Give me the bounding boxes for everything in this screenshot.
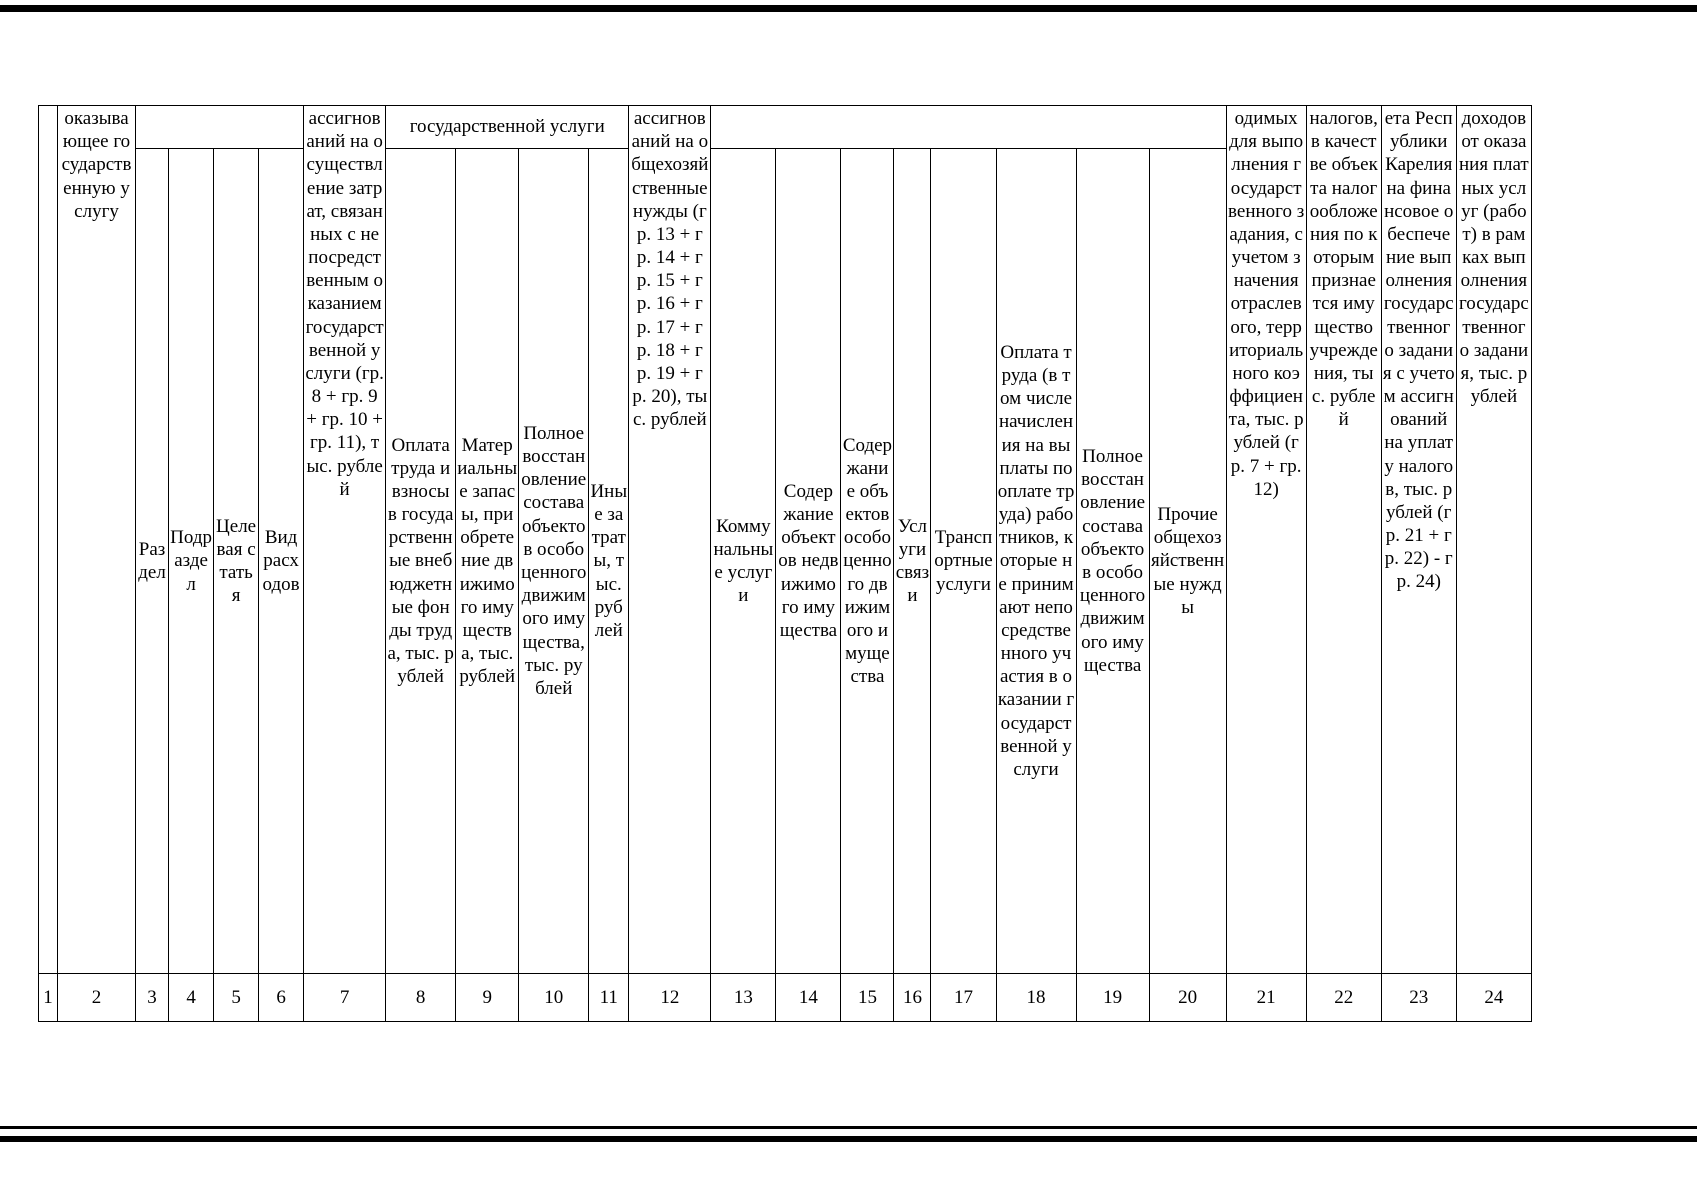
col24-header: доходов от оказания платных услуг (работ… <box>1455 105 1533 974</box>
col7-header: ассигнований на осуществление затрат, св… <box>303 105 387 974</box>
col-number-6: 6 <box>258 973 305 1022</box>
col-number-10: 10 <box>518 973 590 1022</box>
col-number-18: 18 <box>995 973 1077 1022</box>
col-number-12: 12 <box>628 973 712 1022</box>
col6-header: Вид расходов <box>258 148 305 974</box>
col-number-16: 16 <box>893 973 932 1022</box>
col-number-3: 3 <box>135 973 170 1022</box>
group-cols-8-11-label: государственной услуги <box>385 105 630 149</box>
column-header-row: Раздел Подраздел Целевая статья Вид расх… <box>39 148 1532 974</box>
col3-header: Раздел <box>135 148 170 974</box>
col-number-11: 11 <box>588 973 630 1022</box>
col19-header: Полное восстановление состава объектов о… <box>1075 148 1150 974</box>
group-cols-13-20-empty <box>710 105 1227 149</box>
col15-header: Содержание объектов особо ценного движим… <box>840 148 895 974</box>
col22-header: налогов, в качестве объекта налогообложе… <box>1305 105 1382 974</box>
col-number-5: 5 <box>213 973 260 1022</box>
col9-header: Материальные запасы, приобретение движим… <box>455 148 520 974</box>
col1-header-empty <box>38 105 58 974</box>
col10-header: Полное восстановление состава объектов о… <box>518 148 590 974</box>
col-number-19: 19 <box>1075 973 1150 1022</box>
col-number-9: 9 <box>455 973 520 1022</box>
col13-header: Коммунальные услуги <box>710 148 777 974</box>
col2-header: оказывающее государственную услугу <box>56 105 137 974</box>
col-number-17: 17 <box>930 973 997 1022</box>
col-number-13: 13 <box>710 973 777 1022</box>
col-number-22: 22 <box>1305 973 1382 1022</box>
col-number-8: 8 <box>385 973 457 1022</box>
col23-header: ета Республики Карелия на финансовое обе… <box>1380 105 1457 974</box>
col-number-23: 23 <box>1380 973 1457 1022</box>
budget-table-header: оказывающее государственную услугу ассиг… <box>38 105 1533 1022</box>
table-container: оказывающее государственную услугу ассиг… <box>38 105 1533 1022</box>
col21-header: одимых для выполнения государственного з… <box>1225 105 1307 974</box>
col-number-2: 2 <box>56 973 137 1022</box>
col12-header: ассигнований на общехозяйственные нужды … <box>628 105 712 974</box>
col14-header: Содержание объектов недвижимого имуществ… <box>775 148 842 974</box>
group-header-row: оказывающее государственную услугу ассиг… <box>38 105 1533 974</box>
col-number-21: 21 <box>1225 973 1307 1022</box>
col8-header: Оплата труда и взносы в государственные … <box>385 148 457 974</box>
column-number-row: 1 2 3 4 5 6 7 8 9 10 11 12 13 14 15 16 1… <box>38 973 1533 1022</box>
col-number-7: 7 <box>303 973 387 1022</box>
col-number-24: 24 <box>1455 973 1533 1022</box>
col20-header: Прочие общехозяйственные нужды <box>1148 148 1227 974</box>
page-bottom-rule-thick <box>0 1136 1697 1142</box>
col18-header: Оплата труда (в том числе начисления на … <box>995 148 1077 974</box>
col5-header: Целевая статья <box>213 148 260 974</box>
col-number-20: 20 <box>1148 973 1227 1022</box>
page-bottom-rule-thin <box>0 1126 1697 1129</box>
col11-header: Иные затраты, тыс. рублей <box>588 148 630 974</box>
col-number-14: 14 <box>775 973 842 1022</box>
col-number-4: 4 <box>168 973 215 1022</box>
group-cols-3-6-empty <box>135 105 305 149</box>
col16-header: Услуги связи <box>893 148 932 974</box>
col-number-1: 1 <box>38 973 58 1022</box>
page-top-rule <box>0 5 1697 12</box>
col-number-15: 15 <box>840 973 895 1022</box>
col17-header: Транспортные услуги <box>930 148 997 974</box>
col4-header: Подраздел <box>168 148 215 974</box>
